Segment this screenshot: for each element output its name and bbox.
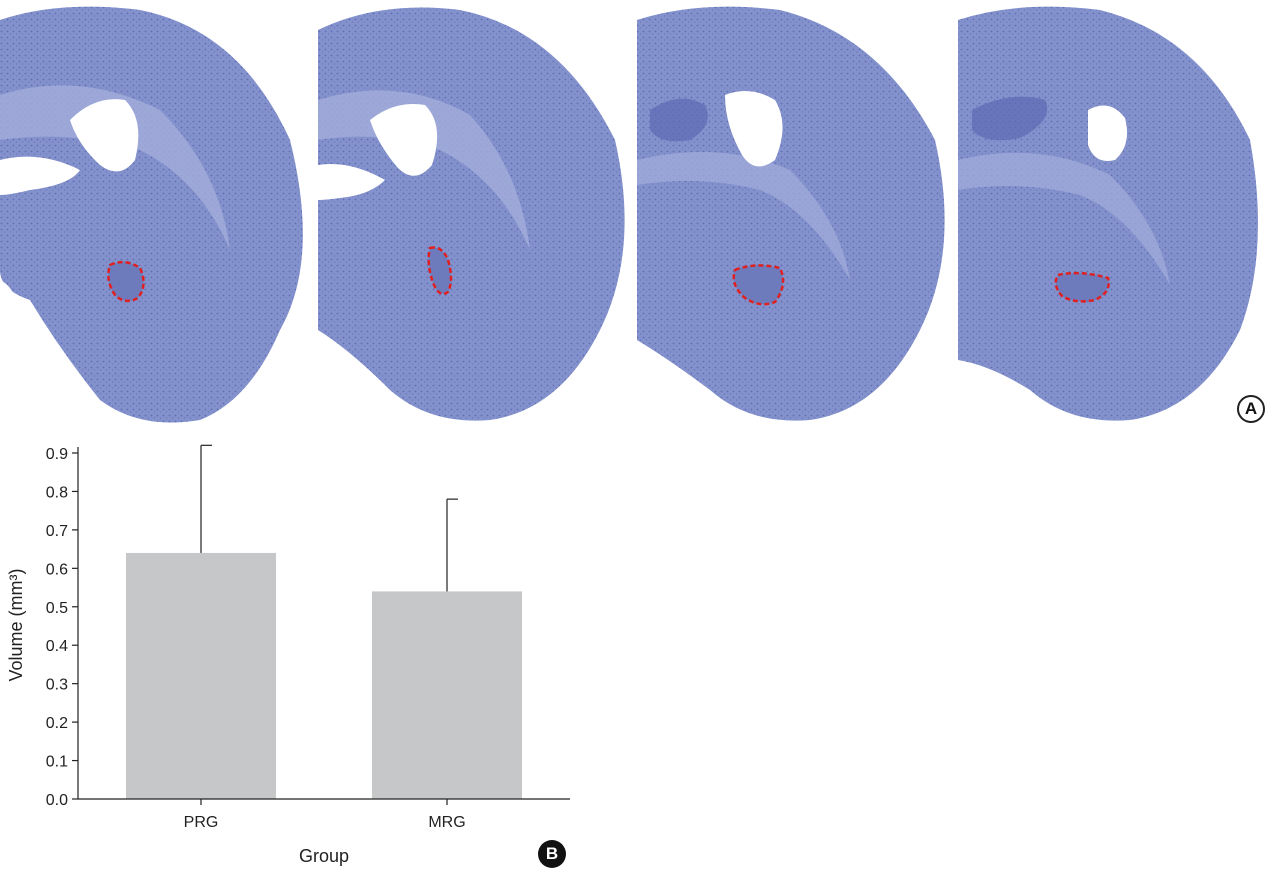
y-tick-label: 0.9 <box>46 446 68 463</box>
brain-section-3 <box>637 6 945 421</box>
brain-section-4 <box>958 6 1258 421</box>
y-tick-label: 0.1 <box>46 754 68 771</box>
bar-mrg <box>372 591 522 799</box>
brain-section-1 <box>0 6 303 423</box>
y-axis-ticks: 0.0 0.1 0.2 0.3 0.4 0.5 0.6 0.7 0.8 0.9 <box>46 446 78 809</box>
x-tick-label: MRG <box>428 814 465 831</box>
roi-outline-3 <box>732 264 785 306</box>
y-tick-label: 0.8 <box>46 484 68 501</box>
y-tick-label: 0.0 <box>46 792 68 809</box>
x-axis-ticks: PRG MRG <box>184 799 466 831</box>
y-tick-label: 0.5 <box>46 600 68 617</box>
brain-sections-image <box>0 6 1258 423</box>
y-tick-label: 0.2 <box>46 715 68 732</box>
roi-outline-4 <box>1054 271 1110 303</box>
panel-label-b: B <box>538 840 566 868</box>
error-bars <box>200 444 458 592</box>
bar-prg <box>126 552 276 799</box>
x-axis-label: Group <box>299 846 349 866</box>
y-tick-label: 0.4 <box>46 638 68 655</box>
panel-label-a: A <box>1237 395 1265 423</box>
roi-outline-2 <box>427 246 453 296</box>
bars <box>126 552 522 799</box>
y-tick-label: 0.7 <box>46 523 68 540</box>
roi-outline-1 <box>107 260 145 303</box>
volume-bar-chart: 0.0 0.1 0.2 0.3 0.4 0.5 0.6 0.7 0.8 0.9 PRG MRG Vo… <box>6 444 570 866</box>
brain-section-2 <box>318 7 625 421</box>
y-tick-label: 0.3 <box>46 677 68 694</box>
y-axis-label: Volume (mm³) <box>6 568 26 681</box>
x-tick-label: PRG <box>184 814 219 831</box>
y-tick-label: 0.6 <box>46 561 68 578</box>
